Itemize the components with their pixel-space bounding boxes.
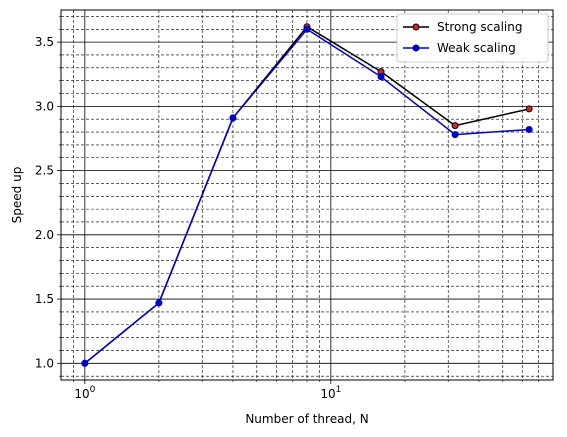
x-tick-label: 100 (74, 385, 95, 401)
y-tick-label: 3.5 (35, 35, 54, 49)
legend-box (396, 13, 549, 63)
legend-marker-strong-scaling (412, 23, 420, 31)
data-point-weak-scaling (451, 131, 459, 139)
legend: Strong scaling Weak scaling (396, 13, 549, 63)
y-tick-label: 1.0 (35, 356, 54, 370)
y-axis-label: Speed up (10, 167, 24, 224)
data-point-weak-scaling (525, 125, 533, 133)
data-point-weak-scaling (81, 359, 89, 367)
y-tick-label: 1.5 (35, 292, 54, 306)
minor-grid (61, 10, 553, 380)
data-point-weak-scaling (377, 73, 385, 81)
series-layer (81, 23, 533, 367)
y-axis-ticks: 1.0 1.5 2.0 2.5 3.0 3.5 (35, 16, 61, 377)
y-tick-label: 2.0 (35, 228, 54, 242)
y-tick-label: 2.5 (35, 164, 54, 178)
data-point-weak-scaling (155, 299, 163, 307)
data-point-strong-scaling (451, 122, 459, 130)
y-tick-label: 3.0 (35, 99, 54, 113)
legend-label-weak-scaling: Weak scaling (437, 41, 516, 55)
data-point-weak-scaling (303, 25, 311, 33)
data-point-weak-scaling (229, 114, 237, 122)
legend-marker-weak-scaling (412, 44, 420, 52)
x-tick-label: 101 (320, 385, 341, 401)
data-point-strong-scaling (525, 105, 533, 113)
x-axis-label: Number of thread, N (245, 412, 368, 426)
legend-label-strong-scaling: Strong scaling (437, 20, 522, 34)
x-axis-ticks: 100 101 (73, 380, 540, 401)
